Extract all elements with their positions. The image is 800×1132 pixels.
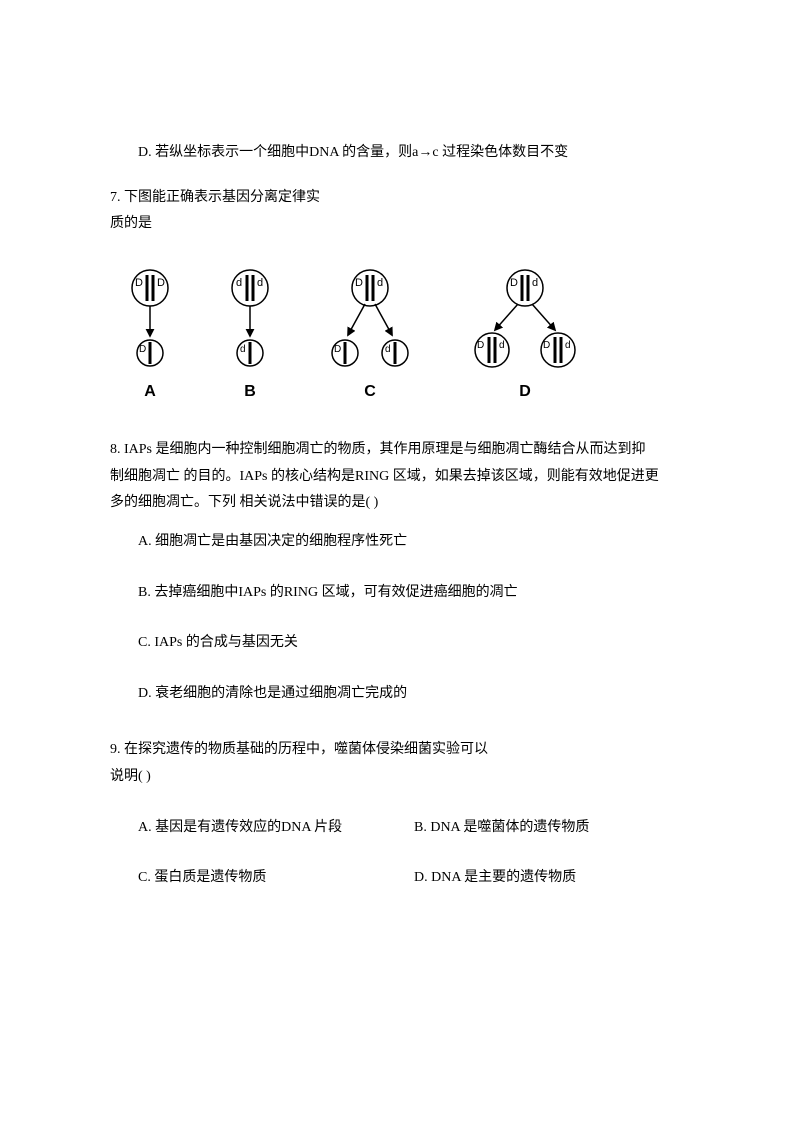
svg-text:d: d — [236, 277, 242, 289]
svg-text:D: D — [510, 277, 518, 289]
svg-text:D: D — [477, 340, 484, 351]
q6-option-d: D. 若纵坐标表示一个细胞中DNA 的含量，则a→c 过程染色体数目不变 — [110, 140, 690, 167]
svg-text:d: d — [385, 344, 391, 355]
svg-text:D: D — [355, 277, 363, 289]
svg-text:d: d — [532, 277, 538, 289]
svg-text:D: D — [157, 277, 165, 289]
diagram-d: D d D d D d D — [460, 268, 590, 407]
q8-option-b: B. 去掉癌细胞中IAPs 的RING 区域，可有效促进癌细胞的凋亡 — [110, 580, 690, 607]
q8-stem-l2: 制细胞凋亡 的目的。IAPs 的核心结构是RING 区域，如果去掉该区域，则能有… — [110, 464, 690, 491]
q9-option-a: A. 基因是有遗传效应的DNA 片段 — [138, 815, 414, 842]
svg-text:d: d — [240, 344, 246, 355]
svg-text:d: d — [565, 340, 571, 351]
q7-diagram: D D D A d d — [120, 268, 690, 407]
svg-text:D: D — [334, 344, 341, 355]
svg-text:D: D — [135, 277, 143, 289]
diagram-a: D D D A — [120, 268, 180, 407]
diagram-c-label: C — [364, 377, 376, 407]
q8-stem-l1: 8. IAPs 是细胞内一种控制细胞凋亡的物质，其作用原理是与细胞凋亡酶结合从而… — [110, 437, 690, 464]
q8: 8. IAPs 是细胞内一种控制细胞凋亡的物质，其作用原理是与细胞凋亡酶结合从而… — [110, 437, 690, 707]
q9: 9. 在探究遗传的物质基础的历程中，噬菌体侵染细菌实验可以 说明( ) A. 基… — [110, 737, 690, 891]
q7: 7. 下图能正确表示基因分离定律实 质的是 D D D A — [110, 185, 690, 408]
q8-option-a: A. 细胞凋亡是由基因决定的细胞程序性死亡 — [110, 529, 690, 556]
q8-option-d: D. 衰老细胞的清除也是通过细胞凋亡完成的 — [110, 681, 690, 708]
diagram-b-label: B — [244, 377, 256, 407]
q9-stem-l1: 9. 在探究遗传的物质基础的历程中，噬菌体侵染细菌实验可以 — [110, 737, 690, 764]
diagram-d-label: D — [519, 377, 531, 407]
diagram-c: D d D d C — [320, 268, 420, 407]
svg-text:D: D — [139, 344, 146, 355]
q7-stem-line2: 质的是 — [110, 211, 690, 238]
svg-text:d: d — [499, 340, 505, 351]
q9-option-c: C. 蛋白质是遗传物质 — [138, 865, 414, 892]
svg-text:d: d — [377, 277, 383, 289]
q9-stem-l2: 说明( ) — [110, 764, 690, 791]
q8-stem-l3: 多的细胞凋亡。下列 相关说法中错误的是( ) — [110, 490, 690, 517]
q8-option-c: C. IAPs 的合成与基因无关 — [110, 630, 690, 657]
exam-page: D. 若纵坐标表示一个细胞中DNA 的含量，则a→c 过程染色体数目不变 7. … — [0, 0, 800, 1132]
diagram-a-label: A — [144, 377, 156, 407]
q9-option-d: D. DNA 是主要的遗传物质 — [414, 865, 690, 892]
svg-text:d: d — [257, 277, 263, 289]
q9-option-b: B. DNA 是噬菌体的遗传物质 — [414, 815, 690, 842]
svg-text:D: D — [543, 340, 550, 351]
diagram-b: d d d B — [220, 268, 280, 407]
q7-stem-line1: 7. 下图能正确表示基因分离定律实 — [110, 185, 690, 212]
